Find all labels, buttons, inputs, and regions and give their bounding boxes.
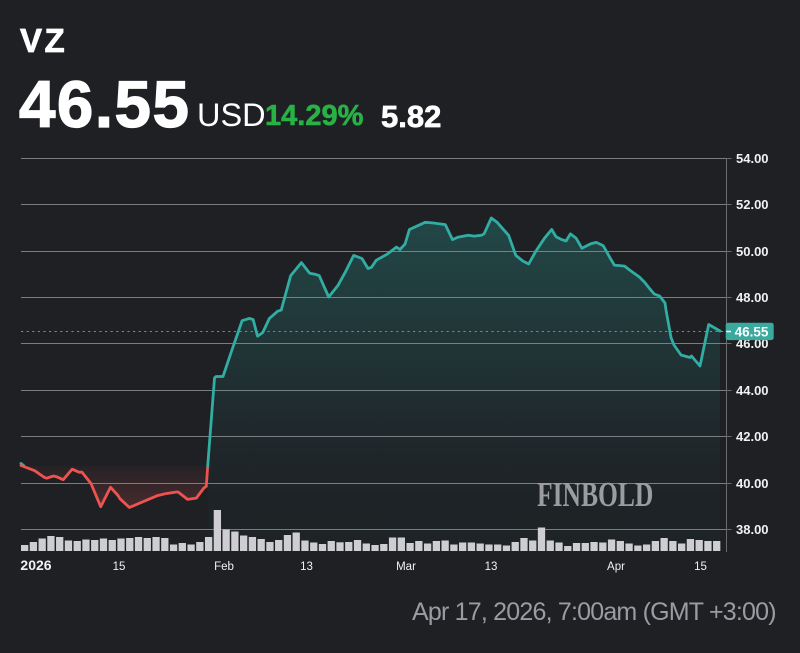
svg-text:2026: 2026 (20, 557, 51, 573)
svg-text:40.00: 40.00 (736, 476, 769, 491)
svg-text:46.55: 46.55 (735, 324, 769, 339)
svg-text:15: 15 (113, 561, 126, 573)
svg-text:13: 13 (485, 561, 498, 573)
svg-text:Mar: Mar (396, 561, 416, 573)
svg-text:38.00: 38.00 (736, 522, 769, 537)
svg-text:42.00: 42.00 (736, 429, 769, 444)
svg-text:50.00: 50.00 (736, 244, 769, 259)
svg-text:15: 15 (694, 561, 707, 573)
svg-text:Feb: Feb (214, 561, 234, 573)
svg-text:Apr: Apr (607, 561, 625, 573)
svg-text:44.00: 44.00 (736, 383, 769, 398)
svg-text:FINBOLD: FINBOLD (537, 475, 653, 514)
svg-text:54.00: 54.00 (736, 151, 769, 166)
svg-text:13: 13 (300, 561, 313, 573)
svg-text:48.00: 48.00 (736, 290, 769, 305)
svg-text:52.00: 52.00 (736, 197, 769, 212)
